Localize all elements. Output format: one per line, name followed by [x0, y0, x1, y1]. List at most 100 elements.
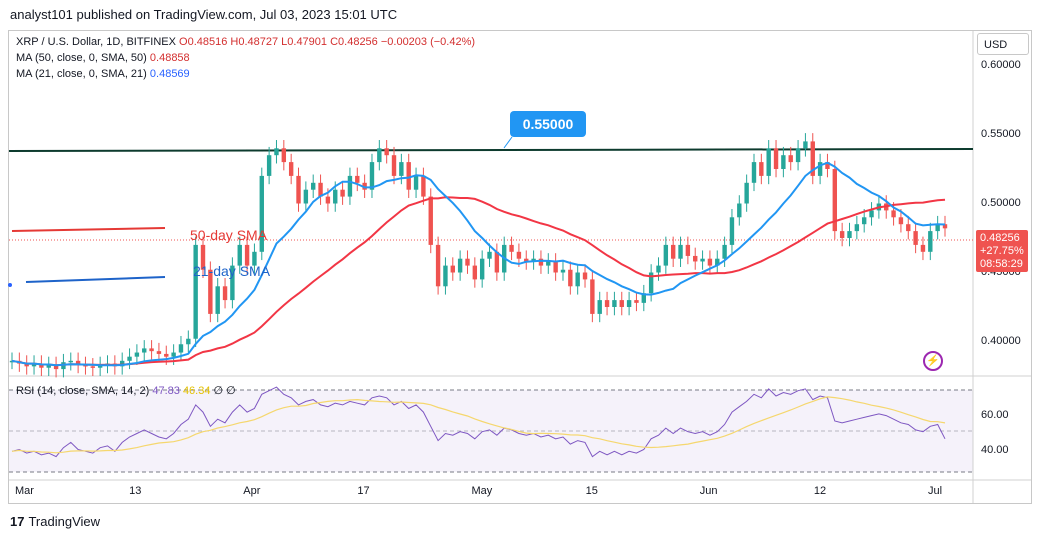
candle-body: [325, 196, 331, 204]
candle-body: [90, 366, 96, 368]
candle-body: [744, 182, 749, 204]
candle-body: [935, 224, 940, 232]
candle-body: [685, 244, 691, 256]
candle-body: [413, 175, 419, 190]
candle-body: [920, 244, 926, 252]
candle-body: [670, 244, 676, 259]
scroll-handle[interactable]: [8, 283, 12, 287]
price-tick-label: 0.40000: [981, 334, 1021, 347]
candle-body: [259, 175, 264, 252]
candle-body: [215, 286, 220, 314]
legend-ma21-value: 0.48569: [149, 68, 190, 80]
legend-symbol: XRP / U.S. Dollar, 1D, BITFINEX: [16, 36, 176, 48]
candle-body: [832, 169, 838, 232]
candle-body: [472, 265, 478, 280]
candle-body: [781, 155, 786, 169]
candle-body: [509, 244, 514, 252]
publisher-header: analyst101 published on TradingView.com,…: [10, 7, 398, 22]
candle-body: [861, 217, 867, 225]
candle-body: [516, 251, 522, 259]
candle-body: [700, 258, 705, 262]
tradingview-logo-icon: 17: [10, 514, 25, 529]
candle-body: [303, 189, 309, 204]
candle-body: [347, 175, 353, 197]
legend-ma50-value: 0.48858: [149, 52, 190, 64]
candle-body: [817, 162, 823, 176]
candle-body: [626, 300, 632, 307]
sma21-annotation[interactable]: 21-day SMA: [193, 263, 271, 279]
tradingview-footer[interactable]: 17 TradingView: [10, 514, 100, 529]
legend-ma50-label: MA (50, close, 0, SMA, 50): [16, 52, 147, 64]
legend-symbol-row: XRP / U.S. Dollar, 1D, BITFINEX O0.48516…: [16, 36, 475, 48]
time-tick-label: 12: [813, 485, 827, 497]
candle-body: [604, 300, 610, 307]
candle-body: [296, 175, 301, 204]
candle-body: [318, 182, 323, 197]
candle-body: [443, 265, 448, 287]
currency-button[interactable]: USD: [977, 33, 1029, 55]
candle-body: [134, 352, 140, 357]
resistance-line: [8, 148, 974, 152]
legend-rsi-value: 47.83: [152, 385, 180, 397]
candle-body: [479, 258, 485, 280]
candles-group: [9, 133, 948, 378]
candle-body: [186, 338, 191, 345]
legend-rsi-label: RSI (14, close, SMA, 14, 2): [16, 385, 150, 397]
candle-body: [729, 217, 735, 245]
candle-body: [487, 251, 492, 259]
candle-body: [656, 265, 661, 273]
candle-body: [97, 364, 103, 368]
chart-frame[interactable]: [8, 30, 1032, 504]
rsi-tick-label: 40.00: [981, 444, 1009, 457]
candle-body: [428, 196, 433, 245]
candle-body: [24, 363, 29, 367]
candle-body: [538, 258, 544, 266]
legend-ma21-label: MA (21, close, 0, SMA, 21): [16, 68, 147, 80]
candle-body: [421, 175, 426, 197]
candle-body: [200, 244, 206, 270]
legend-rsi-row: RSI (14, close, SMA, 14, 2) 47.83 46.34 …: [16, 384, 236, 397]
candle-body: [377, 148, 382, 163]
ma50-line: [11, 196, 946, 367]
candle-body: [450, 265, 455, 273]
candle-body: [435, 244, 441, 287]
price-tick-label: 0.60000: [981, 58, 1021, 71]
candle-body: [230, 265, 235, 301]
candle-body: [369, 162, 375, 190]
candle-body: [340, 189, 345, 197]
candle-body: [237, 244, 242, 266]
candle-body: [274, 148, 279, 156]
candle-body: [803, 141, 808, 149]
candle-body: [156, 351, 162, 354]
candle-body: [847, 231, 852, 238]
candle-body: [560, 269, 566, 273]
time-tick-label: Mar: [15, 485, 34, 497]
candle-body: [362, 182, 367, 190]
resistance-callout[interactable]: 0.55000: [510, 111, 586, 137]
candle-body: [384, 148, 389, 156]
candle-body: [906, 224, 911, 232]
candle-body: [531, 258, 536, 262]
rsi-line: [11, 386, 946, 458]
candle-body: [678, 244, 683, 259]
ma21-line: [11, 161, 946, 367]
candle-body: [406, 162, 411, 190]
candle-body: [311, 182, 316, 190]
candle-body: [575, 272, 580, 287]
legend-ma50-row: MA (50, close, 0, SMA, 50) 0.48858: [16, 52, 190, 64]
candle-body: [869, 210, 874, 218]
lightning-icon[interactable]: ⚡: [923, 351, 943, 371]
candle-body: [171, 352, 176, 357]
candle-body: [795, 148, 801, 163]
candle-body: [119, 360, 125, 367]
candle-body: [391, 155, 397, 176]
callout-connector: [503, 136, 513, 149]
time-tick-label: 17: [357, 485, 370, 497]
candle-body: [142, 348, 147, 353]
time-tick-label: Jul: [928, 485, 943, 497]
legend-rsi-sma-value: 46.34: [182, 385, 211, 397]
candle-body: [663, 244, 669, 266]
candle-body: [266, 155, 272, 176]
sma50-annotation[interactable]: 50-day SMA: [190, 227, 268, 243]
